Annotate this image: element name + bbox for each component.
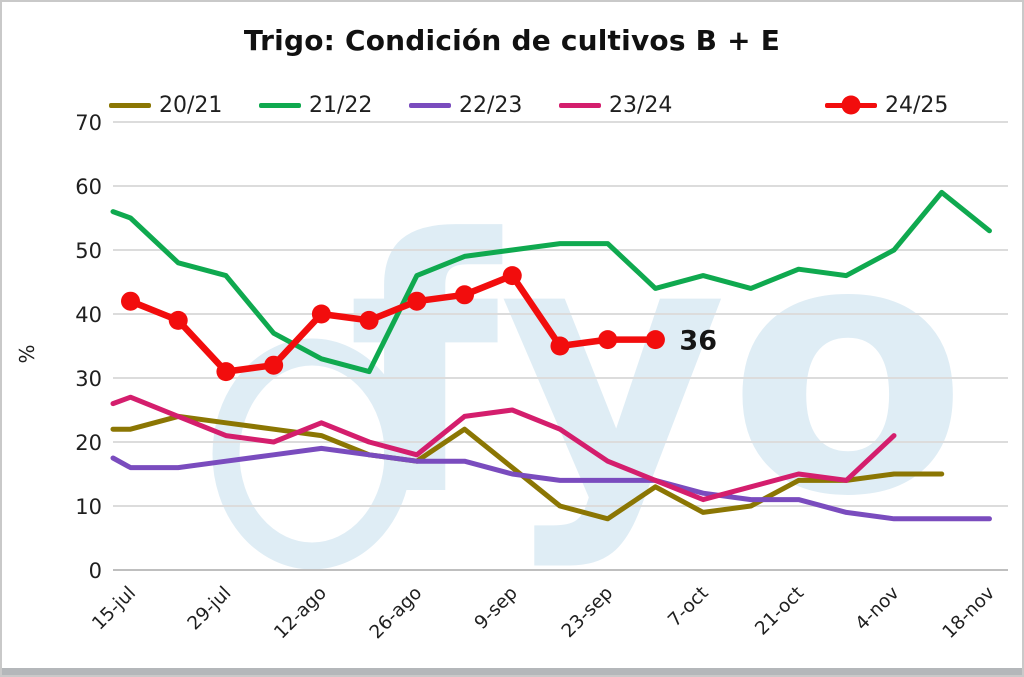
x-tick-label: 26-ago <box>366 583 427 644</box>
legend-swatch-icon <box>825 95 877 115</box>
legend-label: 24/25 <box>885 92 949 118</box>
y-tick-label: 50 <box>75 239 102 263</box>
series-marker <box>407 291 427 311</box>
series-marker <box>168 310 188 330</box>
x-tick-label: 7-oct <box>664 583 712 631</box>
series-line-23-24 <box>110 394 897 503</box>
y-tick-label: 10 <box>75 495 102 519</box>
legend-label: 21/22 <box>309 92 373 118</box>
series-marker <box>502 266 522 286</box>
series-marker <box>359 310 379 330</box>
legend-item-21-22: 21/22 <box>259 90 372 120</box>
legend-label: 22/23 <box>459 92 523 118</box>
x-tick-label: 18-nov <box>939 583 999 643</box>
y-tick-label: 40 <box>75 303 102 327</box>
y-tick-label: 0 <box>89 559 102 583</box>
series-line-21-22 <box>110 189 992 375</box>
series-marker <box>121 291 140 311</box>
y-tick-label: 60 <box>75 175 102 199</box>
x-tick-label: 15-jul <box>88 583 140 635</box>
legend-label: 23/24 <box>609 92 673 118</box>
bottom-band <box>2 668 1022 675</box>
legend-item-24-25: 24/25 <box>825 90 948 120</box>
legend-item-20-21: 20/21 <box>109 90 222 120</box>
y-tick-label: 30 <box>75 367 102 391</box>
series-marker <box>264 355 284 375</box>
value-annotation: 36 <box>679 326 717 357</box>
y-tick-label: 70 <box>75 111 102 135</box>
legend-item-22-23: 22/23 <box>409 90 522 120</box>
x-tick-label: 12-ago <box>270 583 331 644</box>
legend-swatch-icon <box>409 102 451 108</box>
legend: 20/21 21/22 22/23 23/24 24/25 <box>2 90 1022 120</box>
legend-swatch-icon <box>259 102 301 108</box>
series-marker <box>216 362 236 382</box>
series-marker <box>598 330 618 350</box>
series-marker <box>311 304 331 324</box>
x-tick-label: 21-oct <box>751 583 808 640</box>
y-axis-title: % <box>15 344 39 363</box>
legend-swatch-icon <box>559 102 601 108</box>
series-line-22-23 <box>110 445 992 522</box>
legend-item-23-24: 23/24 <box>559 90 672 120</box>
x-tick-label: 9-sep <box>471 583 522 634</box>
legend-marker-dot-icon <box>841 95 861 115</box>
series-marker <box>455 285 475 305</box>
x-tick-label: 23-sep <box>558 583 617 642</box>
x-tick-label: 29-jul <box>184 583 236 635</box>
y-tick-label: 20 <box>75 431 102 455</box>
chart-title: Trigo: Condición de cultivos B + E <box>243 24 781 57</box>
series-marker <box>645 330 665 350</box>
legend-swatch-icon <box>109 102 151 108</box>
legend-label: 20/21 <box>159 92 223 118</box>
series-line-20-21 <box>110 413 945 522</box>
watermark-text: fyo <box>347 165 968 573</box>
series-marker <box>550 336 570 356</box>
x-tick-label: 4-nov <box>852 583 904 635</box>
